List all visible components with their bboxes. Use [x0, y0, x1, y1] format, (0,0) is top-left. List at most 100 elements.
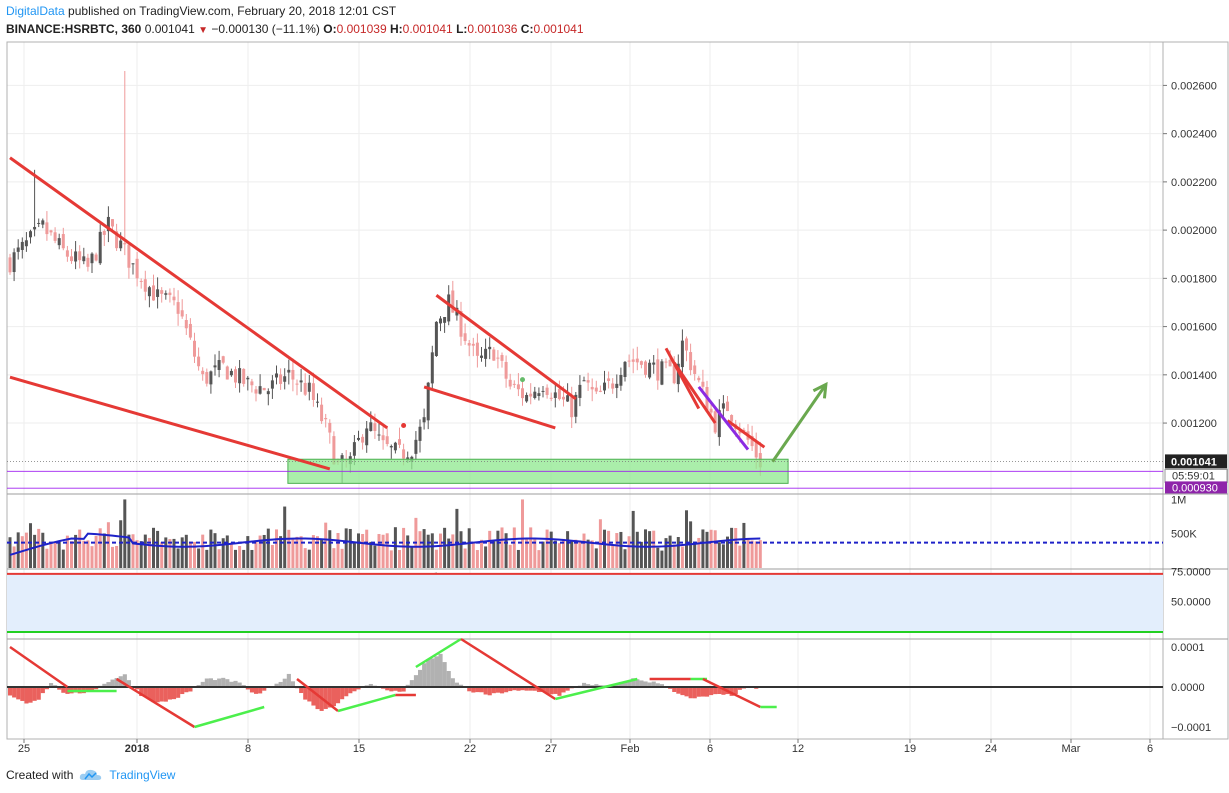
volume-bar-up: [586, 539, 590, 568]
candle-down: [70, 256, 73, 262]
volume-bar-down: [389, 550, 393, 568]
osc-bar-positive: [635, 679, 640, 687]
osc-bar-negative: [184, 687, 189, 693]
osc-bar-positive: [442, 662, 447, 687]
osc-bar-positive: [126, 680, 131, 687]
osc-bar-positive: [102, 683, 107, 687]
volume-bar-up: [553, 540, 557, 568]
volume-bar-down: [90, 546, 94, 568]
author-name[interactable]: DigitalData: [6, 4, 65, 18]
osc-bar-negative: [491, 687, 496, 694]
volume-bar-down: [78, 529, 82, 568]
volume-bar-down: [332, 548, 336, 568]
osc-bar-negative: [487, 687, 492, 696]
volume-bar-up: [139, 541, 143, 568]
candle-down: [53, 232, 57, 241]
candle-up: [426, 382, 430, 421]
osc-bar-negative: [40, 687, 45, 694]
osc-bar-positive: [647, 682, 652, 687]
osc-bar-positive: [446, 671, 451, 687]
volume-bar-up: [156, 530, 160, 568]
candle-down: [750, 436, 754, 447]
low-label: L:: [456, 22, 468, 36]
volume-bar-up: [721, 544, 725, 568]
osc-bar-positive: [454, 682, 459, 687]
candle-down: [693, 365, 697, 374]
osc-bar-positive: [233, 680, 238, 687]
osc-bar-positive: [409, 680, 414, 687]
candle-up: [16, 247, 20, 252]
osc-bar-negative: [315, 687, 320, 710]
osc-bar-positive: [286, 673, 291, 687]
trendline: [423, 385, 556, 430]
candle-up: [352, 442, 356, 456]
osc-bar-positive: [413, 675, 418, 687]
osc-bar-positive: [114, 678, 119, 687]
volume-bar-down: [336, 532, 340, 568]
last-price: 0.001041: [144, 22, 195, 36]
candle-up: [131, 263, 135, 265]
osc-bar-negative: [471, 687, 476, 693]
volume-bar-down: [106, 522, 110, 568]
volume-bar-down: [188, 541, 192, 568]
candle-up: [377, 434, 381, 436]
osc-divergence-red: [702, 677, 761, 709]
volume-bar-up: [176, 548, 180, 568]
candle-down: [685, 338, 688, 351]
volume-bar-down: [713, 530, 717, 568]
osc-bar-negative: [692, 687, 697, 699]
candle-up: [603, 382, 606, 391]
volume-bar-up: [496, 530, 500, 568]
tradingview-link[interactable]: TradingView: [109, 768, 176, 782]
candle-down: [516, 384, 520, 390]
price-tick-label: 0.002200: [1171, 177, 1217, 189]
volume-bar-up: [644, 529, 647, 568]
osc-divergence-red: [9, 645, 69, 689]
volume-bar-up: [61, 549, 65, 568]
candle-down: [631, 359, 635, 362]
osc-bar-negative: [94, 687, 99, 690]
price-tick-label: 0.002400: [1171, 129, 1217, 141]
open-value: 0.001039: [336, 22, 387, 36]
osc-bar-positive: [422, 663, 427, 687]
candle-down: [754, 441, 758, 458]
osc-bar-positive: [631, 678, 636, 687]
volume-bar-up: [266, 528, 270, 568]
candle-down: [242, 368, 246, 384]
chart-overlays: [7, 156, 1163, 729]
volume-bar-up: [422, 529, 426, 568]
volume-bar-up: [357, 533, 360, 568]
volume-bar-up: [180, 537, 184, 568]
volume-bar-up: [143, 534, 147, 568]
candle-up: [623, 361, 627, 378]
candle-down: [205, 372, 209, 384]
osc-bar-negative: [520, 687, 525, 691]
osc-bar-negative: [245, 687, 250, 690]
osc-bar-negative: [467, 687, 472, 692]
candle-down: [127, 244, 131, 268]
osc-divergence-green: [337, 693, 396, 713]
volume-bar-down: [508, 544, 512, 568]
price-tick-label: 0.001200: [1171, 418, 1217, 430]
osc-bar-positive: [200, 681, 205, 687]
candle-up: [443, 317, 447, 323]
volume-bar-up: [504, 533, 508, 568]
osc-divergence-green: [415, 637, 462, 669]
volume-bar-up: [566, 531, 570, 568]
candle-down: [529, 393, 533, 397]
candle-up: [389, 446, 393, 448]
volume-bar-down: [758, 540, 762, 568]
volume-bar-up: [492, 541, 496, 568]
candle-up: [615, 383, 619, 388]
volume-bar-down: [201, 534, 205, 568]
volume-bar-down: [512, 527, 516, 568]
volume-bar-down: [381, 534, 385, 568]
candle-up: [299, 380, 303, 383]
osc-bar-positive: [368, 683, 373, 687]
osc-bar-negative: [327, 687, 332, 708]
volume-bar-down: [402, 527, 406, 568]
volume-bar-down: [533, 538, 537, 568]
candle-down: [328, 422, 332, 433]
candle-down: [123, 243, 127, 245]
